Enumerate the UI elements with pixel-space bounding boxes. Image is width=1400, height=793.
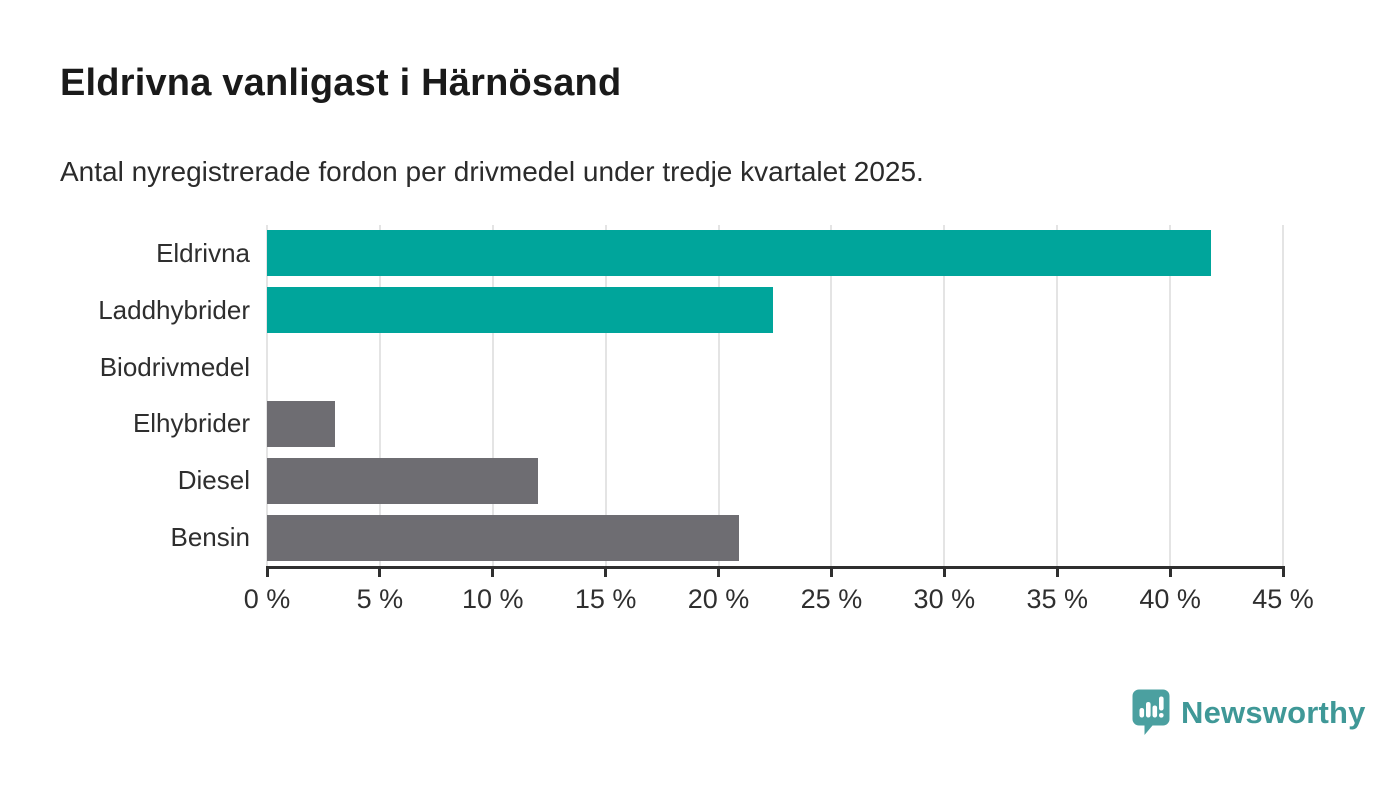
- x-tick-label-20: 20 %: [687, 584, 750, 614]
- bar-chart-glyph: [1139, 696, 1164, 718]
- gridline-35: [1056, 225, 1059, 566]
- x-axis-tick-20: [717, 566, 721, 577]
- bar-elhybrider: [267, 400, 335, 447]
- category-label-bensin: Bensin: [170, 522, 251, 553]
- x-axis-tick-25: [829, 566, 833, 577]
- category-label-eldrivna: Eldrivna: [156, 237, 250, 268]
- x-axis-tick-40: [1168, 566, 1172, 577]
- x-axis-tick-35: [1055, 566, 1059, 577]
- y-axis-category-labels: Eldrivna Laddhybrider Biodrivmedel Elhybrid…: [0, 225, 250, 566]
- x-tick-label-35: 35 %: [1026, 584, 1088, 614]
- x-axis-tick-10: [491, 566, 495, 577]
- newsworthy-logo[interactable]: Newsworthy: [1132, 689, 1366, 736]
- chart-title: Eldrivna vanligast i Härnösand: [60, 62, 622, 104]
- x-axis-tick-0: [265, 566, 269, 577]
- gridline-0: [266, 225, 268, 566]
- bar-diesel: [267, 457, 538, 504]
- x-tick-label-10: 10 %: [461, 584, 524, 614]
- newsworthy-logo-text: Newsworthy: [1181, 694, 1366, 730]
- category-label-laddhybrider: Laddhybrider: [98, 294, 250, 325]
- newsworthy-speech-bubble-icon: [1132, 689, 1170, 735]
- category-label-elhybrider: Elhybrider: [132, 408, 250, 439]
- x-axis-tick-30: [942, 566, 946, 577]
- x-axis-tick-15: [604, 566, 608, 577]
- x-axis-tick-5: [378, 566, 382, 577]
- bar-laddhybrider: [267, 287, 773, 334]
- gridline-20: [717, 225, 720, 566]
- x-tick-label-0: 0 %: [243, 584, 291, 614]
- x-tick-label-5: 5 %: [356, 584, 404, 614]
- x-tick-label-25: 25 %: [800, 584, 863, 614]
- x-axis-tick-45: [1281, 566, 1285, 577]
- x-tick-label-30: 30 %: [913, 584, 976, 614]
- gridline-15: [604, 225, 607, 566]
- x-tick-label-15: 15 %: [574, 584, 637, 614]
- x-tick-label-45: 45 %: [1252, 584, 1314, 614]
- bar-bensin: [267, 514, 739, 561]
- bar-eldrivna: [267, 230, 1211, 277]
- gridline-40: [1169, 225, 1172, 566]
- plot-area: [265, 225, 1285, 577]
- x-axis-tick-labels: 0 % 5 % 10 % 15 % 20 % 25 % 30 % 35 % 40 % 45 %: [0, 584, 1400, 618]
- category-label-biodrivmedel: Biodrivmedel: [99, 351, 250, 382]
- chart-subtitle: Antal nyregistrerade fordon per drivmede…: [60, 156, 924, 187]
- gridline-5: [378, 225, 381, 566]
- x-tick-label-40: 40 %: [1139, 584, 1201, 614]
- gridline-45: [1282, 225, 1284, 566]
- category-label-diesel: Diesel: [177, 465, 250, 496]
- gridline-30: [943, 225, 946, 566]
- gridline-10: [491, 225, 494, 566]
- x-axis-line: [267, 566, 1283, 569]
- gridline-25: [830, 225, 833, 566]
